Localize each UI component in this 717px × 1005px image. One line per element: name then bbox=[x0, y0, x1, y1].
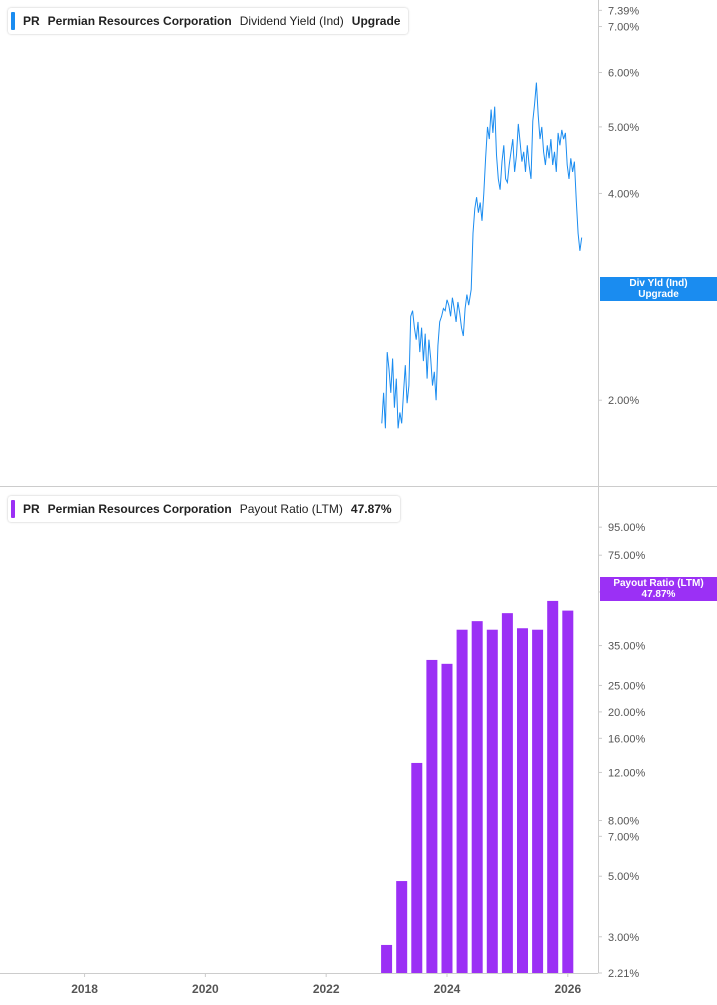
payout-bar bbox=[547, 600, 559, 973]
y-tick-label: 7.00% bbox=[608, 831, 639, 843]
company-name: Permian Resources Corporation bbox=[47, 502, 232, 516]
series-swatch bbox=[11, 12, 15, 30]
ticker: PR bbox=[23, 14, 40, 28]
y-tick-label: 5.00% bbox=[608, 871, 639, 883]
payout-bar bbox=[516, 628, 528, 973]
payout-bar bbox=[441, 663, 453, 973]
company-name: Permian Resources Corporation bbox=[47, 14, 232, 28]
payout-bar bbox=[381, 944, 393, 973]
flag-label: Div Yld (Ind) bbox=[629, 278, 688, 289]
y-tick-label: 8.00% bbox=[608, 816, 639, 828]
y-tick-label: 7.39% bbox=[608, 5, 639, 17]
payout-ratio-price-flag: Payout Ratio (LTM) 47.87% bbox=[600, 577, 717, 601]
payout-bar bbox=[562, 610, 574, 973]
div-yield-price-flag: Div Yld (Ind) Upgrade bbox=[600, 277, 717, 301]
bottom-y-axis-labels: 95.00%75.00%55.00%35.00%25.00%20.00%16.0… bbox=[598, 522, 646, 980]
x-tick-label: 2018 bbox=[71, 982, 98, 996]
metric-value: 47.87% bbox=[350, 502, 392, 516]
x-tick-label: 2026 bbox=[554, 982, 581, 996]
y-tick-label: 3.00% bbox=[608, 932, 639, 944]
y-tick-label: 16.00% bbox=[608, 733, 646, 745]
series-swatch bbox=[11, 500, 15, 518]
x-tick-label: 2020 bbox=[192, 982, 219, 996]
flag-value: 47.87% bbox=[641, 589, 676, 600]
metric-name: Payout Ratio (LTM) bbox=[239, 502, 343, 516]
metric-name: Dividend Yield (Ind) bbox=[239, 14, 344, 28]
y-tick-label: 75.00% bbox=[608, 550, 646, 562]
top-y-axis-labels: 7.39% 7.00% 6.00% 5.00% 4.00% 2.00% bbox=[598, 5, 639, 407]
y-tick-label: 20.00% bbox=[608, 707, 646, 719]
payout-bar bbox=[411, 762, 423, 973]
dividend-yield-line bbox=[381, 82, 583, 429]
y-tick-label: 5.00% bbox=[608, 122, 639, 134]
upgrade-link[interactable]: Upgrade bbox=[351, 14, 401, 28]
payout-bar bbox=[501, 613, 513, 973]
y-tick-label: 4.00% bbox=[608, 188, 639, 200]
payout-ratio-bars bbox=[381, 600, 574, 973]
y-tick-label: 6.00% bbox=[608, 68, 639, 80]
y-tick-label: 2.00% bbox=[608, 395, 639, 407]
ticker: PR bbox=[23, 502, 40, 516]
payout-bar bbox=[471, 621, 483, 973]
payout-bar bbox=[486, 629, 498, 973]
y-tick-label: 25.00% bbox=[608, 680, 646, 692]
top-legend[interactable]: PR Permian Resources Corporation Dividen… bbox=[8, 8, 409, 34]
y-tick-label: 35.00% bbox=[608, 641, 646, 653]
x-tick-label: 2024 bbox=[434, 982, 461, 996]
y-tick-label: 7.00% bbox=[608, 22, 639, 34]
bottom-legend: PR Permian Resources Corporation Payout … bbox=[8, 496, 400, 522]
payout-bar bbox=[426, 659, 438, 973]
y-tick-label: 2.21% bbox=[608, 968, 639, 980]
flag-value: Upgrade bbox=[638, 289, 679, 300]
x-tick-label: 2022 bbox=[313, 982, 340, 996]
flag-label: Payout Ratio (LTM) bbox=[613, 578, 704, 589]
y-tick-label: 95.00% bbox=[608, 522, 646, 534]
payout-bar bbox=[456, 629, 468, 973]
x-axis-labels: 2018 2020 2022 2024 2026 bbox=[71, 973, 581, 996]
y-tick-label: 12.00% bbox=[608, 767, 646, 779]
payout-bar bbox=[396, 881, 408, 973]
payout-bar bbox=[532, 629, 544, 973]
